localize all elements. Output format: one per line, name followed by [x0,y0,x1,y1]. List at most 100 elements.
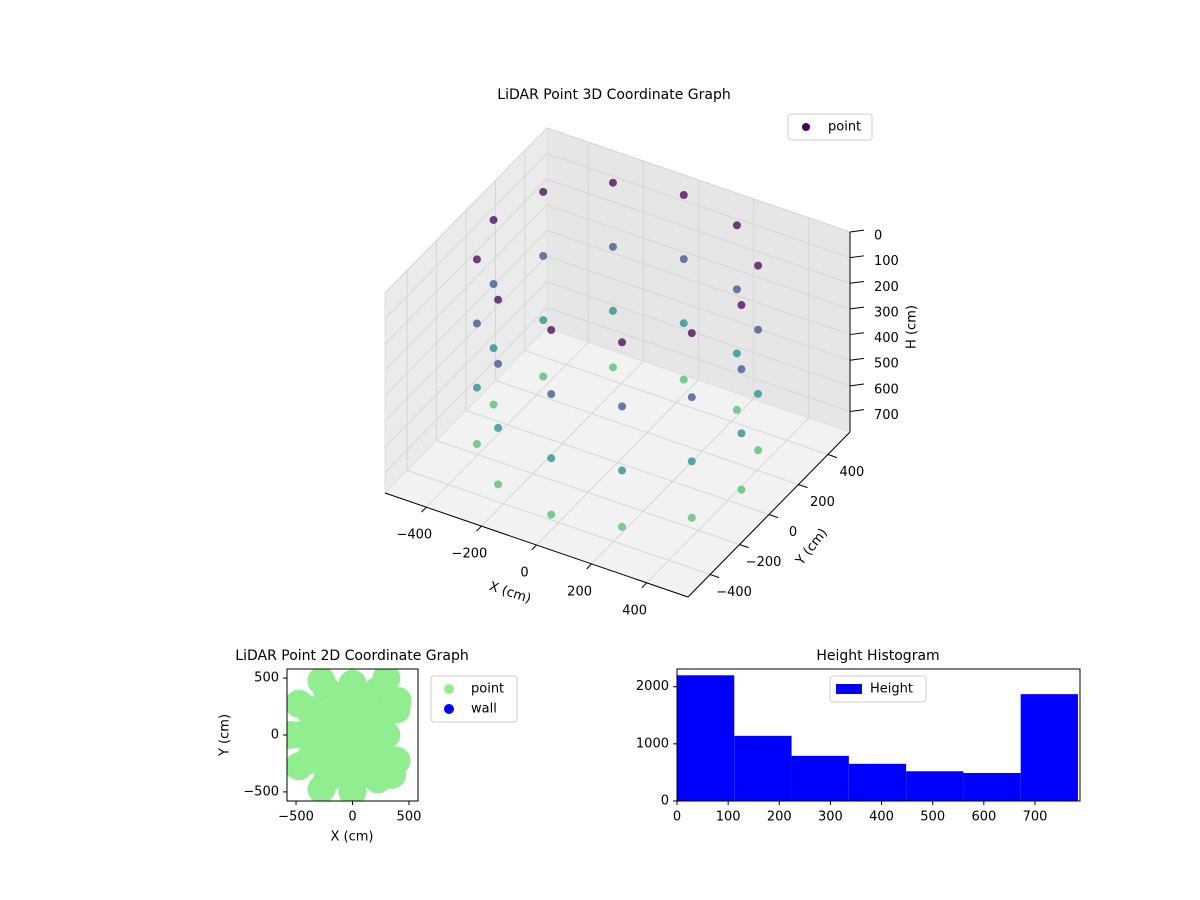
tick-mark [531,544,537,551]
point [494,480,503,489]
grid-line [546,230,851,336]
legend [787,113,873,141]
chart-title: LiDAR Point 3D Coordinate Graph [497,87,730,103]
tick-mark [768,514,779,519]
tick-mark [421,506,427,513]
tick-mark [476,525,482,532]
point [547,326,556,334]
point [494,295,503,304]
grid-line [546,153,851,259]
grid-line [406,470,711,575]
x-tick-label: 700 [1023,810,1048,825]
grid-line [546,204,851,310]
tick-mark [586,563,592,570]
point [494,359,503,368]
point [494,423,503,432]
x-tick-label: −400 [396,528,432,543]
point [754,389,763,398]
bar [848,763,907,801]
tick-mark [849,409,865,412]
tick-mark [798,484,808,489]
bar [791,755,849,801]
x-tick-label: 100 [716,810,741,825]
tick-mark [849,255,865,259]
point [287,752,313,781]
point [618,402,627,411]
z-tick-label: 400 [874,331,899,346]
legend-marker [836,684,862,694]
point [618,338,627,347]
bar [963,773,1021,801]
point [732,349,741,358]
grid-line [384,230,548,396]
point [489,280,498,289]
point [287,721,305,749]
point [539,372,548,381]
grid-line [495,380,799,485]
point [472,319,481,328]
tick-mark [849,306,865,310]
grid-line [465,410,770,515]
z-tick-label: 0 [874,229,882,244]
point [679,255,688,264]
y-tick-label: 0 [661,794,669,809]
point [608,178,617,187]
x-tick-label: 200 [567,584,592,599]
bar [677,675,735,801]
chart-title: Height Histogram [816,648,939,664]
x-tick-label: 0 [673,810,681,825]
plot-frame [676,668,1081,802]
legend-marker [444,704,454,714]
grid-line [546,307,851,412]
z-tick-label: 300 [874,305,899,320]
bar [1020,694,1078,801]
point [737,365,746,374]
z-tick-label: 200 [874,280,899,295]
z-tick-label: 700 [874,408,899,423]
tick-mark [849,280,865,284]
x-tick-label: 400 [869,810,894,825]
tick-mark [849,357,865,361]
grid-line [384,153,548,319]
legend-label: point [828,120,861,135]
x-axis-label: X (cm) [331,830,374,845]
point [539,187,548,196]
grid-line [524,350,829,455]
point [754,261,763,270]
bar [734,735,792,801]
point [539,316,548,325]
point [489,400,498,409]
x-tick-label: 600 [971,810,996,825]
point [687,329,696,338]
tick-mark [849,229,865,233]
point [383,686,412,715]
point [732,221,741,230]
grid-line [384,255,548,422]
x-tick-label: 0 [520,566,528,581]
y-axis-label: Y (cm) [218,714,233,757]
y-tick-label: 0 [789,525,797,540]
tick-mark [849,383,865,387]
point [547,510,556,519]
legend [829,675,927,703]
point [489,344,498,353]
grid-line [546,281,851,387]
point [338,777,367,801]
y-tick-label: −200 [746,555,782,570]
point [737,301,746,310]
point [372,669,401,693]
point [737,429,746,438]
point [754,446,763,455]
point [307,669,336,695]
tick-mark [709,574,720,579]
point [679,319,688,328]
y-tick-label: −500 [243,784,279,799]
legend-marker [802,123,810,131]
point [737,485,746,494]
point [472,255,481,264]
chart-title: LiDAR Point 2D Coordinate Graph [235,648,468,664]
z-tick-label: 100 [874,254,899,269]
point [547,454,556,463]
grid-line [384,281,548,448]
